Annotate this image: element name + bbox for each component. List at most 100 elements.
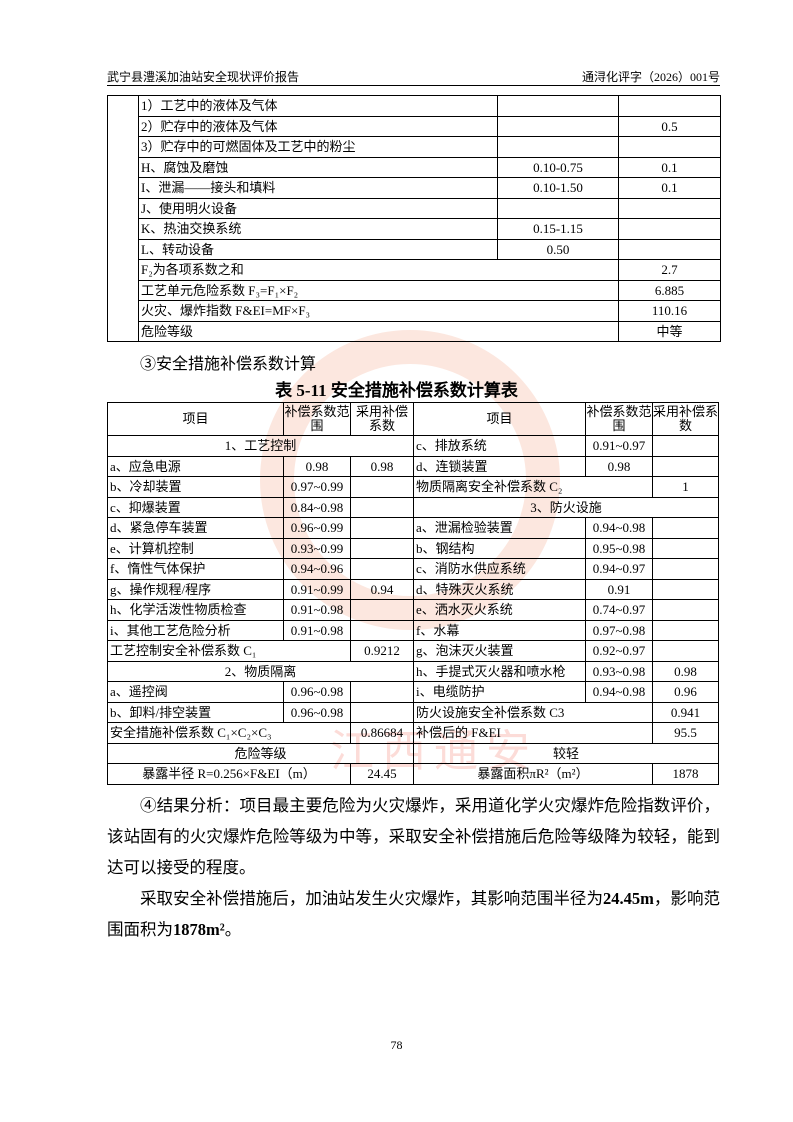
cell: 0.86684 bbox=[350, 722, 414, 744]
cell: 6.885 bbox=[618, 279, 721, 301]
cell: 1）工艺中的液体及气体 bbox=[138, 95, 498, 117]
cell: 0.97~0.98 bbox=[585, 619, 653, 641]
cell bbox=[652, 558, 719, 580]
cell: 0.84~0.98 bbox=[283, 496, 351, 518]
table: 项目 补偿系数范围 采用补偿系数 项目 补偿系数范围 采用补偿系数 1、工艺控制… bbox=[107, 402, 719, 785]
cell: 0.941 bbox=[652, 701, 719, 723]
cell: 0.15-1.15 bbox=[497, 218, 619, 240]
text: ，影响范围面积为 bbox=[107, 889, 720, 939]
cell: H、腐蚀及磨蚀 bbox=[138, 156, 498, 178]
cell: 0.91~0.99 bbox=[283, 578, 351, 600]
cell bbox=[350, 599, 414, 621]
cell bbox=[652, 578, 719, 600]
header-cell: 补偿系数范围 bbox=[283, 402, 351, 436]
cell: d、紧急停车装置 bbox=[107, 517, 284, 539]
cell: 火灾、爆炸指数 F&EI=MF×F₃ bbox=[138, 300, 619, 322]
cell: 0.93~0.99 bbox=[283, 537, 351, 559]
cell bbox=[618, 197, 721, 219]
cell: a、应急电源 bbox=[107, 455, 284, 477]
cell: 工艺控制安全补偿系数 C₁ bbox=[107, 640, 351, 662]
cell: 0.5 bbox=[618, 115, 721, 137]
paragraph: ④结果分析：项目最主要危险为火灾爆炸，采用道化学火灾爆炸危险指数评价，该站固有的… bbox=[107, 796, 720, 877]
cell: 0.10-1.50 bbox=[497, 177, 619, 199]
cell: h、手提式灭火器和喷水枪 bbox=[413, 660, 586, 682]
cell: 1、工艺控制 bbox=[107, 435, 414, 457]
cell: 0.50 bbox=[497, 238, 619, 260]
cell: 0.91 bbox=[585, 578, 653, 600]
cell: c、抑爆装置 bbox=[107, 496, 284, 518]
cell: a、遥控阀 bbox=[107, 681, 284, 703]
cell: 0.94~0.98 bbox=[585, 517, 653, 539]
row: f、惰性气体保护 0.94~0.96 c、消防水供应系统 0.94~0.97 bbox=[107, 558, 719, 580]
cell bbox=[652, 599, 719, 621]
cell bbox=[618, 238, 721, 260]
cell: 物质隔离安全补偿系数 C₂ bbox=[413, 476, 653, 498]
cell: 0.98 bbox=[585, 455, 653, 477]
text: 采取安全补偿措施后，加油站发生火灾爆炸，其影响范围半径为 bbox=[140, 889, 603, 908]
cell bbox=[652, 640, 719, 662]
cell bbox=[652, 619, 719, 641]
cell: 暴露面积πR²（m²） bbox=[413, 763, 653, 785]
cell: 1878 bbox=[652, 763, 719, 785]
cell: b、卸料/排空装置 bbox=[107, 701, 284, 723]
row: 安全措施补偿系数 C₁×C₂×C₃ 0.86684 补偿后的 F&EI 95.5 bbox=[107, 722, 719, 744]
cell: 0.98 bbox=[350, 455, 414, 477]
cell: a、泄漏检验装置 bbox=[413, 517, 586, 539]
cell: c、消防水供应系统 bbox=[413, 558, 586, 580]
cell: f、惰性气体保护 bbox=[107, 558, 284, 580]
cell: I、泄漏——接头和填料 bbox=[138, 177, 498, 199]
row: 工艺控制安全补偿系数 C₁ 0.9212 g、泡沫灭火装置 0.92~0.97 bbox=[107, 640, 719, 662]
cell bbox=[350, 537, 414, 559]
cell: b、冷却装置 bbox=[107, 476, 284, 498]
section-heading: ③安全措施补偿系数计算 bbox=[140, 356, 317, 373]
cell: 2.7 bbox=[618, 259, 721, 281]
cell: 0.9212 bbox=[350, 640, 414, 662]
cell: 0.93~0.98 bbox=[585, 660, 653, 682]
cell: 0.96 bbox=[652, 681, 719, 703]
cell: 工艺单元危险系数 F₃=F₁×F₂ bbox=[138, 279, 619, 301]
cell: d、特殊灭火系统 bbox=[413, 578, 586, 600]
cell: 0.96~0.99 bbox=[283, 517, 351, 539]
cell bbox=[350, 517, 414, 539]
cell bbox=[652, 435, 719, 457]
cell: 危险等级 bbox=[138, 320, 619, 342]
cell: 3、防火设施 bbox=[413, 496, 719, 518]
cell bbox=[350, 496, 414, 518]
header-right: 通浔化评字（2026）001号 bbox=[581, 70, 720, 84]
cell bbox=[350, 619, 414, 641]
cell: 110.16 bbox=[618, 300, 721, 322]
cell bbox=[350, 681, 414, 703]
cell: 防火设施安全补偿系数 C3 bbox=[413, 701, 653, 723]
text: 1878m² bbox=[173, 920, 225, 939]
cell: 0.92~0.97 bbox=[585, 640, 653, 662]
row: b、卸料/排空装置 0.96~0.98 防火设施安全补偿系数 C3 0.941 bbox=[107, 701, 719, 723]
cell: 0.96~0.98 bbox=[283, 701, 351, 723]
row: d、紧急停车装置 0.96~0.99 a、泄漏检验装置 0.94~0.98 bbox=[107, 517, 719, 539]
cell: c、排放系统 bbox=[413, 435, 586, 457]
header-left: 武宁县澧溪加油站安全现状评价报告 bbox=[107, 70, 300, 84]
row: 2、物质隔离 h、手提式灭火器和喷水枪 0.93~0.98 0.98 bbox=[107, 660, 719, 682]
text: 24.45m bbox=[602, 889, 654, 908]
cell bbox=[497, 197, 619, 219]
cell bbox=[497, 95, 619, 117]
header-cell: 采用补偿系数 bbox=[350, 402, 414, 436]
row: a、应急电源 0.98 0.98 d、连锁装置 0.98 bbox=[107, 455, 719, 477]
cell: 0.95~0.98 bbox=[585, 537, 653, 559]
header-cell: 采用补偿系数 bbox=[652, 402, 719, 436]
header: 武宁县澧溪加油站安全现状评价报告 通浔化评字（2026）001号 bbox=[107, 68, 720, 86]
cell: e、洒水灭火系统 bbox=[413, 599, 586, 621]
row: 1、工艺控制 c、排放系统 0.91~0.97 bbox=[107, 435, 719, 457]
cell: g、泡沫灭火装置 bbox=[413, 640, 586, 662]
cell: 0.94 bbox=[350, 578, 414, 600]
table-caption: 表 5-11 安全措施补偿系数计算表 bbox=[275, 381, 518, 400]
cell: 0.97~0.99 bbox=[283, 476, 351, 498]
cell bbox=[350, 701, 414, 723]
cell: 24.45 bbox=[350, 763, 414, 785]
cell bbox=[497, 136, 619, 158]
cell: 0.98 bbox=[283, 455, 351, 477]
cell bbox=[652, 455, 719, 477]
cell: 0.98 bbox=[652, 660, 719, 682]
cell: 95.5 bbox=[652, 722, 719, 744]
cell: h、化学活泼性物质检查 bbox=[107, 599, 284, 621]
cell: f、水幕 bbox=[413, 619, 586, 641]
